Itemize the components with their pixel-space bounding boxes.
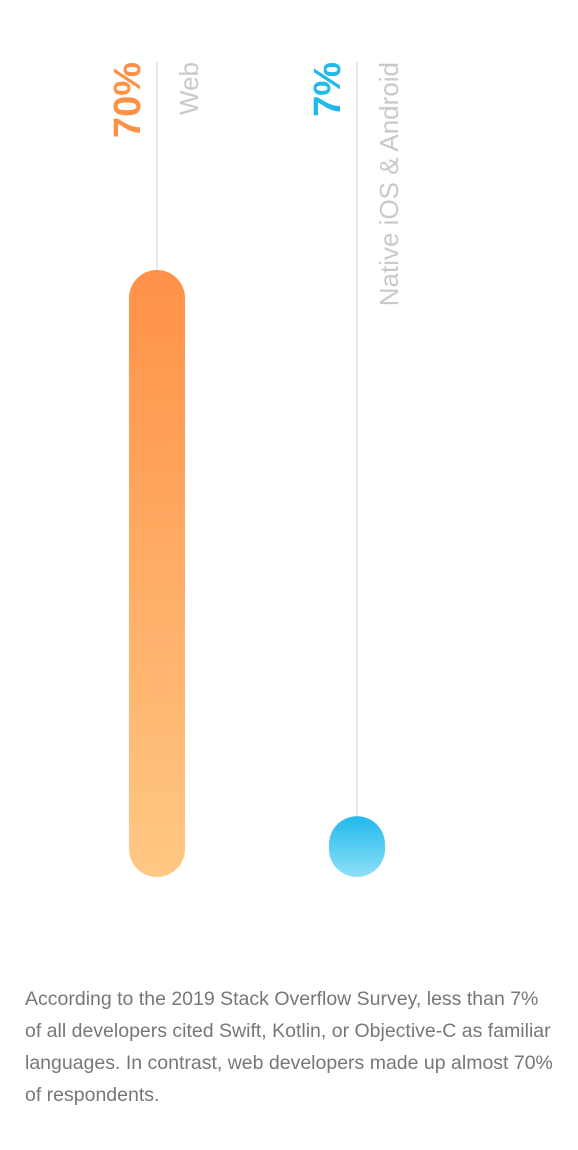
chart-caption: According to the 2019 Stack Overflow Sur… bbox=[25, 983, 555, 1111]
value-label-web: 70% bbox=[107, 62, 149, 138]
bar-web bbox=[129, 270, 185, 877]
category-label-web: Web bbox=[174, 62, 204, 115]
category-label-native-ios-android: Native iOS & Android bbox=[374, 62, 404, 306]
value-label-native-ios-android: 7% bbox=[307, 62, 349, 117]
bar-native-ios-android bbox=[329, 816, 385, 877]
bar-chart: 70% Web 7% Native iOS & Android bbox=[0, 0, 578, 900]
